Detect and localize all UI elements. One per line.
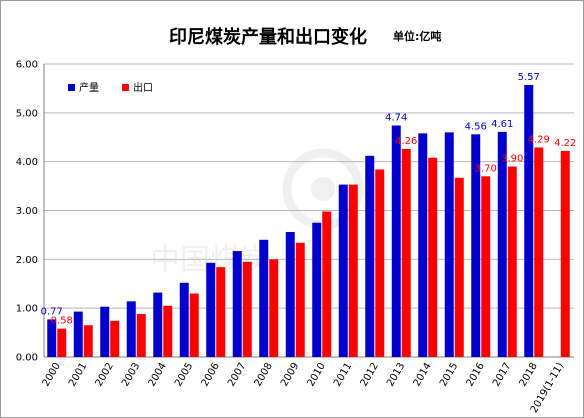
export-bar: [136, 314, 146, 357]
x-tick-label: 2003: [120, 361, 142, 389]
production-data-label: 4.61: [491, 119, 513, 130]
x-tick-label: 2016: [465, 361, 487, 389]
bars: [47, 84, 570, 357]
production-bar: [179, 282, 189, 357]
chart-title: 印尼煤炭产量和出口变化: [169, 27, 367, 48]
production-bar: [524, 84, 534, 357]
production-bar: [100, 306, 110, 357]
x-axis: 2000 2001 2002 2003 2004 2005 2006 2007 2008 2009…: [41, 361, 567, 415]
production-data-label: 4.74: [385, 113, 407, 124]
y-tick-label: 6.00: [16, 60, 38, 71]
export-bar: [428, 157, 438, 357]
y-tick-label: 5.00: [16, 108, 38, 119]
export-bar: [481, 176, 491, 357]
export-data-label: 0.58: [51, 316, 73, 327]
export-data-label: 4.26: [395, 136, 417, 147]
production-data-label: 5.57: [518, 72, 540, 83]
y-tick-label: 3.00: [16, 206, 38, 217]
export-bar: [242, 261, 252, 357]
x-tick-label: 2011: [332, 361, 354, 389]
legend-swatch-production: [68, 84, 75, 91]
x-tick-label: 2000: [41, 361, 63, 389]
chart-unit: 单位:亿吨: [393, 30, 442, 43]
data-labels: 0.770.58 4.74 4.26 4.56 3.70 4.61 3.90 5.57 4.29…: [41, 72, 577, 327]
export-bar: [534, 147, 544, 357]
production-bar: [444, 132, 454, 357]
x-tick-label: 2015: [438, 361, 460, 389]
production-bar: [73, 311, 83, 357]
export-bar: [375, 169, 385, 357]
gridlines: [44, 63, 574, 309]
production-bar: [232, 251, 242, 357]
export-bar: [401, 148, 411, 357]
export-bar: [163, 305, 173, 357]
export-bar: [57, 328, 67, 357]
x-tick-label: 2012: [359, 361, 381, 389]
export-bar: [83, 325, 93, 357]
production-bar: [365, 155, 375, 357]
export-data-label: 3.90: [501, 154, 523, 165]
export-bar: [454, 177, 464, 357]
x-tick-label: 2018: [518, 361, 540, 389]
x-tick-label: 2002: [94, 361, 116, 389]
x-tick-label: 2014: [412, 361, 434, 389]
watermark-logo-center: [311, 177, 335, 201]
production-bar: [153, 292, 163, 357]
production-bar: [259, 239, 269, 357]
export-bar: [189, 293, 199, 357]
production-bar: [338, 184, 348, 357]
production-bar: [497, 131, 507, 357]
y-tick-label: 0.00: [16, 353, 38, 364]
x-tick-label: 2004: [147, 361, 169, 389]
x-tick-label: 2008: [253, 361, 275, 389]
production-bar: [126, 301, 136, 357]
export-data-label: 4.29: [528, 135, 550, 146]
production-bar: [391, 125, 401, 357]
x-tick-label: 2007: [226, 361, 248, 389]
x-tick-label: 2009: [279, 361, 301, 389]
export-bar: [560, 150, 570, 357]
export-bar: [295, 242, 305, 357]
legend-label-production: 产量: [79, 81, 99, 94]
export-bar: [216, 267, 226, 357]
export-bar: [110, 320, 120, 357]
production-bar: [418, 133, 428, 357]
x-tick-label: 2010: [306, 361, 328, 389]
y-tick-label: 1.00: [16, 304, 38, 315]
production-bar: [471, 134, 481, 357]
export-bar: [348, 184, 358, 357]
production-bar: [312, 222, 322, 357]
production-data-label: 4.56: [465, 121, 487, 132]
x-tick-label: 2001: [67, 361, 89, 389]
title-row: 印尼煤炭产量和出口变化 单位:亿吨: [1, 11, 583, 51]
export-data-label: 4.22: [554, 138, 576, 149]
legend-label-export: 出口: [133, 81, 153, 94]
y-tick-label: 2.00: [16, 255, 38, 266]
export-bar: [269, 259, 279, 357]
export-data-label: 3.70: [475, 163, 497, 174]
legend-swatch-export: [122, 84, 129, 91]
x-tick-label: 2013: [385, 361, 407, 389]
production-bar: [47, 319, 57, 357]
x-tick-label: 2006: [200, 361, 222, 389]
production-data-label: 0.77: [41, 306, 63, 317]
production-bar: [206, 262, 216, 357]
legend: 产量 出口: [68, 81, 153, 94]
export-bar: [507, 166, 517, 357]
export-bar: [322, 211, 332, 357]
x-tick-label: 2005: [173, 361, 195, 389]
production-bar: [285, 231, 295, 357]
y-tick-label: 4.00: [16, 157, 38, 168]
x-tick-label: 2017: [491, 361, 513, 389]
